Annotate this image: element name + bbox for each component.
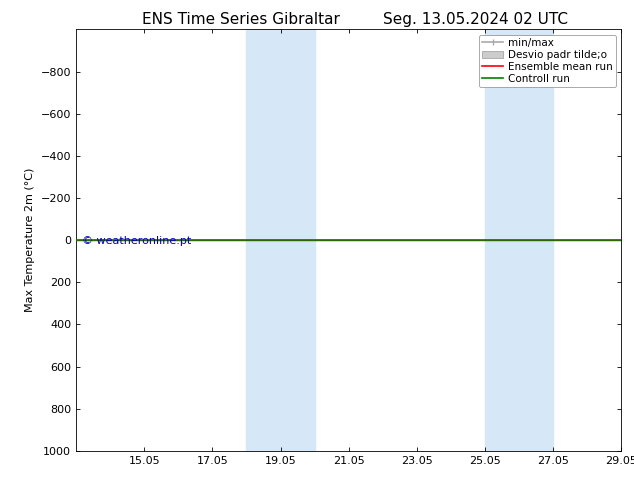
Text: Seg. 13.05.2024 02 UTC: Seg. 13.05.2024 02 UTC	[383, 12, 568, 27]
Bar	[247, 29, 314, 451]
Text: © weatheronline.pt: © weatheronline.pt	[82, 236, 191, 246]
Legend: min/max, Desvio padr tilde;o, Ensemble mean run, Controll run: min/max, Desvio padr tilde;o, Ensemble m…	[479, 35, 616, 87]
Y-axis label: Max Temperature 2m (°C): Max Temperature 2m (°C)	[25, 168, 35, 312]
Bar	[485, 29, 553, 451]
Text: ENS Time Series Gibraltar: ENS Time Series Gibraltar	[142, 12, 340, 27]
